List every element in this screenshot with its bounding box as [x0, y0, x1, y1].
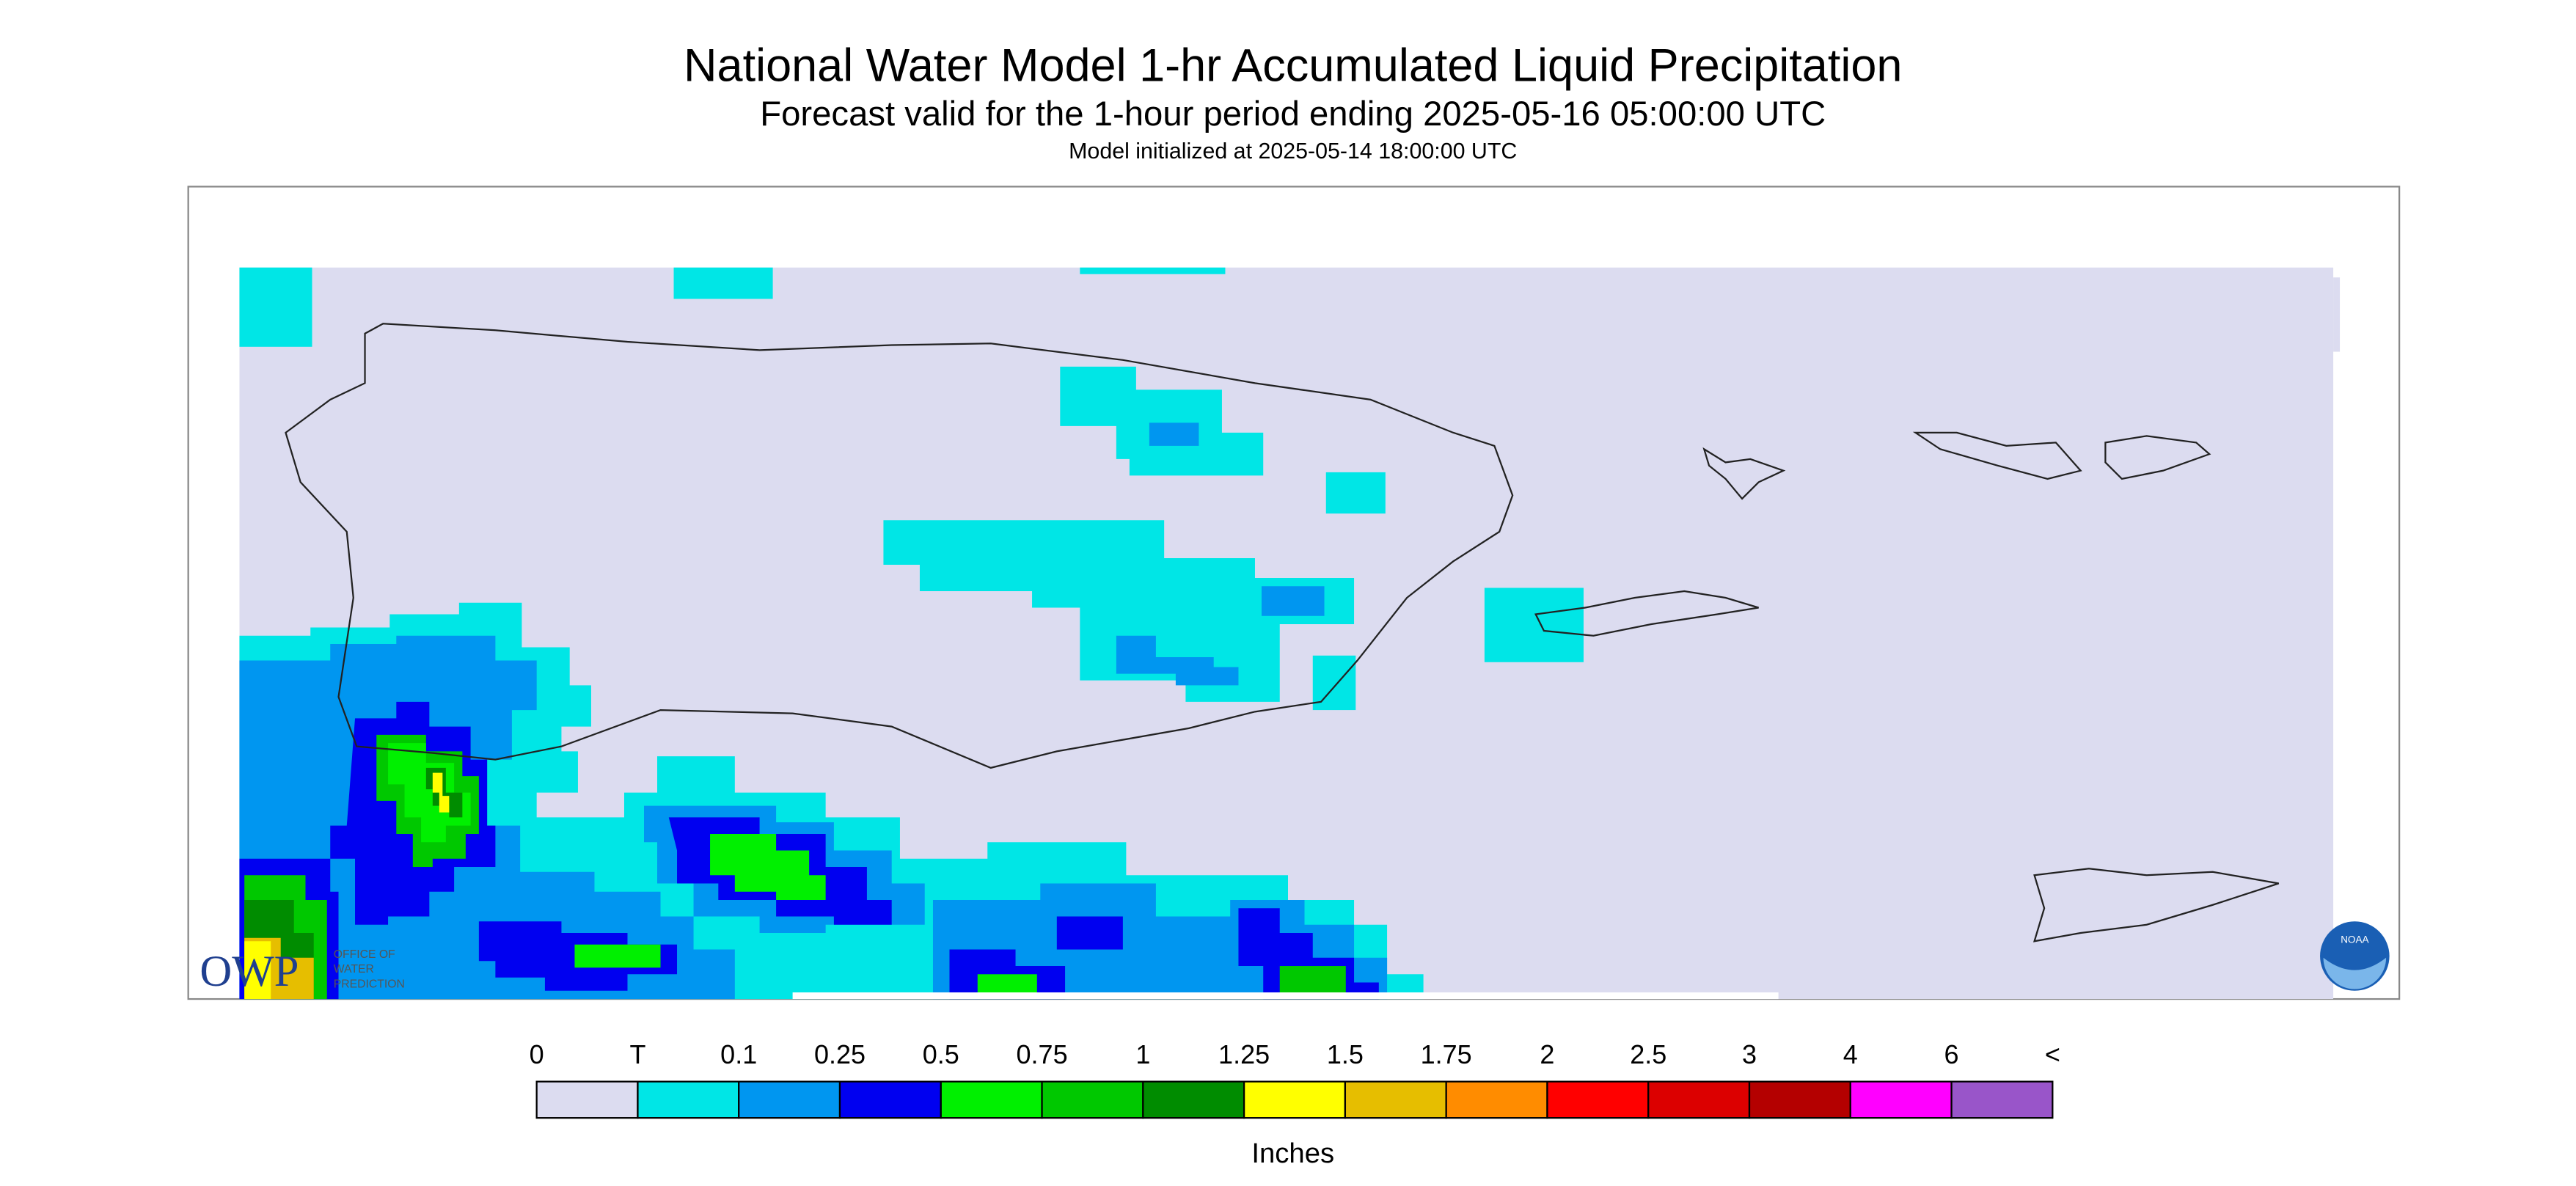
precip-mod: [1056, 916, 1123, 950]
legend-swatch: [1748, 1080, 1851, 1119]
no-data: [792, 992, 1779, 1000]
precip-trace: [673, 267, 773, 299]
legend-swatch: [1546, 1080, 1650, 1119]
precip-zero: [2333, 277, 2341, 352]
precip-light: [1149, 422, 1199, 446]
coast-vieques: [1534, 590, 1759, 637]
legend-label: 1.25: [1218, 1039, 1270, 1069]
precip-trace: [239, 267, 312, 347]
precip-field: [239, 267, 2341, 1000]
precip-trace: [883, 520, 1355, 702]
legend-label: 3: [1742, 1039, 1757, 1069]
noaa-logo-text: NOAA: [2341, 934, 2368, 945]
legend-label: 1.75: [1421, 1039, 1472, 1069]
legend-label: 0.25: [814, 1039, 866, 1069]
noaa-logo-wave: [2323, 957, 2387, 989]
legend-swatch: [1950, 1080, 2054, 1119]
coast-st-croix: [2032, 868, 2280, 942]
legend-label: 2.5: [1630, 1039, 1666, 1069]
legend-label: 1: [1135, 1039, 1150, 1069]
legend-swatch: [1243, 1080, 1347, 1119]
coast-virgin-islands: [1912, 431, 2211, 480]
coast-culebra: [1702, 447, 1786, 500]
owp-logo-line: OFFICE OF: [334, 948, 395, 961]
legend-label: 0: [530, 1039, 544, 1069]
legend-swatch: [1041, 1080, 1144, 1119]
noaa-logo: NOAA: [2320, 921, 2390, 991]
legend-swatch: [940, 1080, 1043, 1119]
legend-label: <: [2045, 1039, 2060, 1069]
owp-logo-line: WATER: [334, 963, 374, 975]
precip-125: [432, 772, 450, 813]
legend-swatch: [1142, 1080, 1245, 1119]
subtitle: Forecast valid for the 1-hour period end…: [760, 95, 1826, 133]
owp-logo: OWP OFFICE OF WATER PREDICTION: [200, 947, 404, 996]
coastlines: [285, 323, 2280, 942]
coast-puerto-rico: [285, 323, 1514, 769]
legend-label: 0.75: [1017, 1039, 1068, 1069]
precip-half: [710, 833, 826, 900]
legend-label: 0.5: [923, 1039, 959, 1069]
legend-swatch: [1849, 1080, 1953, 1119]
legend-label: 6: [1944, 1039, 1959, 1069]
precip-light: [1261, 586, 1325, 616]
legend-swatch: [535, 1080, 639, 1119]
precip-trace: [1484, 587, 1584, 662]
precip-trace: [1060, 366, 1264, 476]
owp-logo-text: OWP: [200, 947, 299, 996]
legend-label: 4: [1843, 1039, 1858, 1069]
legend: 0 T 0.1 0.25 0.5 0.75 1 1.25 1.5 1.75 2 2.5 3 4 6 <: [530, 1039, 2060, 1119]
legend-label: 1.5: [1327, 1039, 1364, 1069]
legend-label: 2: [1540, 1039, 1554, 1069]
title: National Water Model 1-hr Accumulated Li…: [684, 40, 1902, 91]
precip-125: [244, 941, 271, 1000]
precip-trace: [1080, 267, 1226, 274]
legend-unit: Inches: [1251, 1138, 1334, 1169]
legend-label: 0.1: [720, 1039, 757, 1069]
precip-light: [1116, 635, 1239, 686]
legend-swatch: [738, 1080, 841, 1119]
legend-swatch: [1647, 1080, 1751, 1119]
precip-half: [574, 944, 661, 968]
legend-swatch: [1445, 1080, 1548, 1119]
legend-swatch: [637, 1080, 740, 1119]
legend-label: T: [629, 1039, 645, 1069]
owp-logo-line: PREDICTION: [334, 978, 405, 990]
init-time: Model initialized at 2025-05-14 18:00:00…: [1069, 139, 1517, 164]
precip-trace: [1312, 655, 1356, 711]
legend-swatch: [1344, 1080, 1447, 1119]
precip-trace: [1325, 472, 1386, 514]
legend-swatch: [838, 1080, 942, 1119]
